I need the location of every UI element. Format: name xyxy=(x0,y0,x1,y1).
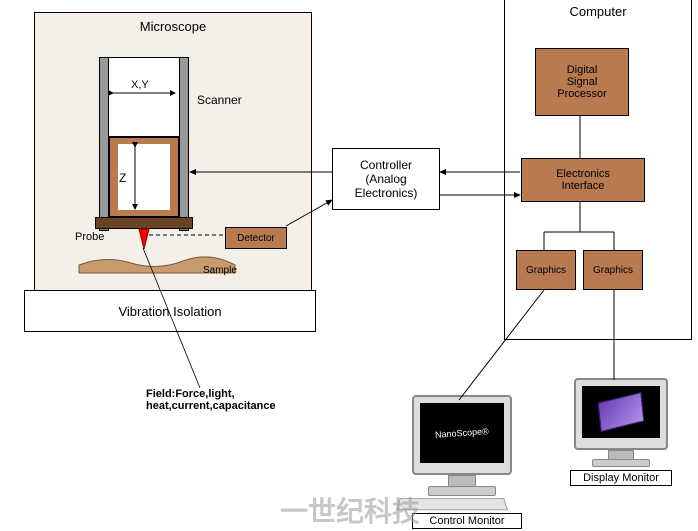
display-monitor-label: Display Monitor xyxy=(570,470,672,486)
dsp-label: Digital Signal Processor xyxy=(557,64,607,100)
graphics-box-1: Graphics xyxy=(516,250,576,290)
display-monitor-screen xyxy=(582,386,660,438)
field-note: Field:Force,light, heat,current,capacita… xyxy=(146,388,276,412)
scanner-bottom-bar xyxy=(95,217,193,229)
computer-title: Computer xyxy=(505,4,691,19)
controller-label: Controller (Analog Electronics) xyxy=(355,158,418,200)
z-label: Z xyxy=(119,171,126,185)
scanner-right-pillar xyxy=(179,57,189,231)
dsp-box: Digital Signal Processor xyxy=(535,48,629,116)
vibration-isolation-box: Vibration Isolation xyxy=(24,290,316,332)
scanner-xy-bar xyxy=(99,57,189,137)
control-monitor-label: Control Monitor xyxy=(412,513,522,529)
computer-panel: Computer Digital Signal Processor Electr… xyxy=(504,0,692,340)
microscope-panel: Microscope X,Y Scanner Z Probe Detector … xyxy=(34,12,312,312)
display-3d-surface-icon xyxy=(598,392,645,432)
display-monitor-base xyxy=(592,459,650,467)
vibration-label: Vibration Isolation xyxy=(118,304,221,319)
display-monitor: Display Monitor xyxy=(566,378,676,488)
control-monitor-frame: NanoScope® xyxy=(412,395,512,475)
control-monitor-screen: NanoScope® xyxy=(420,403,504,463)
controller-box: Controller (Analog Electronics) xyxy=(332,148,440,210)
elec-interface-box: Electronics Interface xyxy=(521,158,645,202)
scanner-label: Scanner xyxy=(197,93,242,107)
detector-box: Detector xyxy=(225,227,287,249)
watermark: 一世纪科技 xyxy=(280,490,420,530)
graphics-box-2: Graphics xyxy=(583,250,643,290)
probe-label: Probe xyxy=(75,231,104,243)
sample-label: Sample xyxy=(203,265,237,276)
gfx2-label: Graphics xyxy=(593,265,633,276)
nanoscope-logo: NanoScope® xyxy=(435,426,489,440)
microscope-title: Microscope xyxy=(35,19,311,34)
elec-label: Electronics Interface xyxy=(556,168,610,192)
xy-label: X,Y xyxy=(131,79,149,91)
control-monitor-base xyxy=(428,486,496,496)
display-monitor-frame xyxy=(574,378,668,450)
detector-label: Detector xyxy=(237,233,275,244)
scanner-left-pillar xyxy=(99,57,109,231)
gfx1-label: Graphics xyxy=(526,265,566,276)
